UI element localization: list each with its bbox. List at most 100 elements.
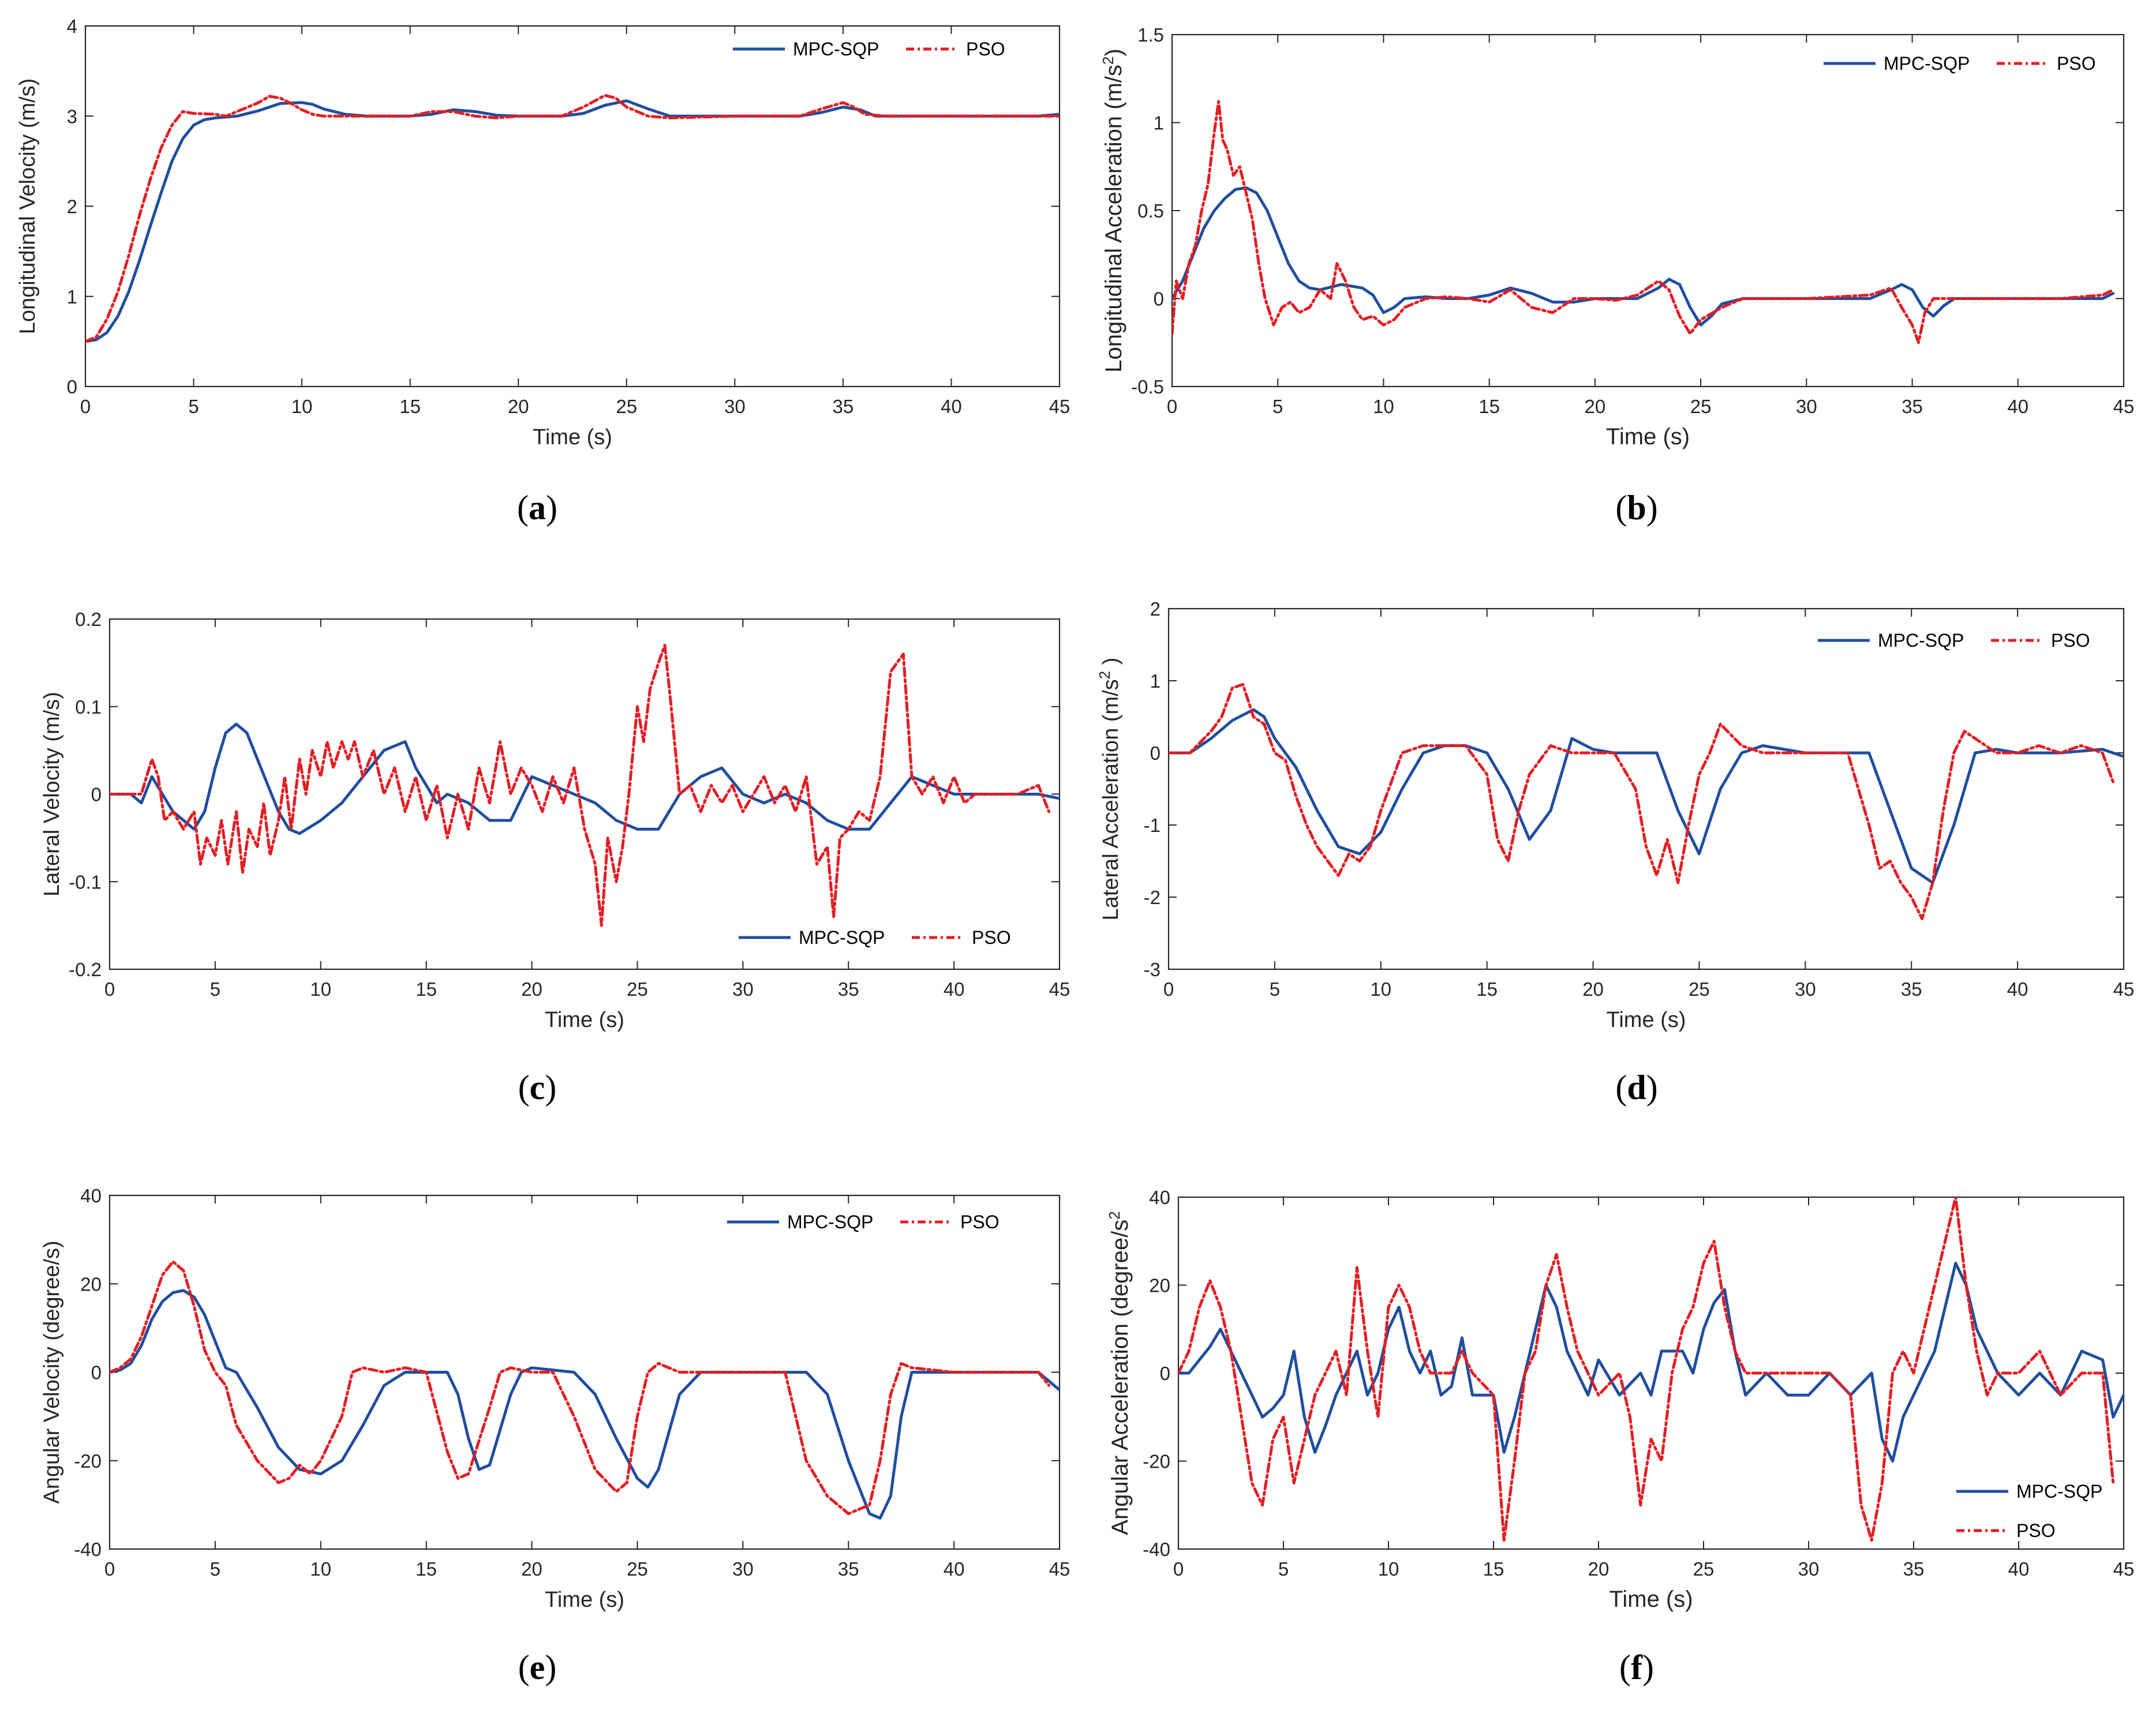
series-line-mpc-sqp (110, 722, 1060, 835)
y-tick-label: -1 (1144, 815, 1161, 836)
legend-label: MPC-SQP (1884, 53, 1970, 74)
plot-frame (1167, 608, 2125, 970)
legend-item-pso: PSO (912, 927, 1011, 948)
y-tick-label: -0.2 (69, 959, 102, 980)
x-tick-label: 0 (104, 1558, 115, 1580)
x-tick-label: 10 (310, 978, 331, 1000)
legend-item-mpc-sqp: MPC-SQP (739, 927, 885, 948)
y-tick-label: 0.5 (1137, 200, 1164, 222)
x-tick-label: 30 (1795, 978, 1816, 1000)
caption-close-paren: ) (1646, 1068, 1658, 1107)
x-axis-title: Time (s) (1606, 424, 1690, 449)
y-tick-label: 20 (1149, 1275, 1170, 1296)
series-line-pso (1172, 100, 2115, 344)
x-tick-label: 10 (1370, 978, 1391, 1000)
y-tick-label: 20 (80, 1273, 102, 1295)
x-tick-label: 30 (1798, 1558, 1820, 1580)
x-tick-label: 15 (416, 978, 437, 1000)
caption-close-paren: ) (546, 489, 557, 527)
x-tick-label: 25 (627, 978, 648, 1000)
legend-label: PSO (2051, 630, 2090, 651)
y-tick-label: 1 (67, 286, 77, 308)
legend-label: PSO (2057, 53, 2096, 74)
series-line-pso (1178, 1197, 2115, 1542)
x-tick-label: 20 (521, 1558, 542, 1580)
x-tick-label: 0 (1173, 1558, 1184, 1580)
x-tick-label: 40 (941, 396, 962, 417)
legend-item-pso: PSO (1956, 1520, 2056, 1541)
x-tick-label: 45 (1049, 978, 1070, 1000)
legend-item-mpc-sqp: MPC-SQP (1956, 1481, 2102, 1502)
x-tick-label: 30 (724, 396, 746, 417)
chart-panel-a: 0 5 10 15 20 25 30 35 40 45 0 1 2 3 4 Time (s) Longitudi… (16, 16, 1070, 527)
legend-label: MPC-SQP (2016, 1481, 2102, 1502)
y-axis-title-base: Longitudinal Acceleration (m/s (1101, 65, 1126, 373)
y-tick-label: 4 (67, 16, 77, 37)
caption-open-paren: ( (1619, 1648, 1631, 1686)
chart-panel-e: 0 5 10 15 20 25 30 35 40 45 -40 -20 0 20 40 Time (s) Ang… (40, 1185, 1070, 1686)
x-tick-label: 40 (2007, 396, 2028, 417)
panel-caption: (a) (517, 489, 557, 527)
y-axis-title-sup: 2 (1106, 1211, 1123, 1219)
panel-caption: (c) (518, 1068, 557, 1107)
series-group (110, 644, 1060, 927)
x-tick-label: 45 (1049, 1558, 1070, 1580)
series-group (110, 1260, 1060, 1520)
x-tick-label: 5 (188, 396, 199, 417)
x-tick-label: 45 (1049, 396, 1070, 417)
x-axis-title: Time (s) (1607, 1008, 1686, 1032)
chart-panel-f: 0 5 10 15 20 25 30 35 40 45 -40 -20 0 20 40 Time (s) Ang… (1106, 1187, 2134, 1686)
y-tick-label: 3 (67, 106, 77, 127)
y-axis-title-sup: 2 (1096, 671, 1113, 679)
x-tick-label: 30 (732, 978, 754, 1000)
x-tick-label: 35 (833, 396, 854, 417)
legend: MPC-SQP PSO (1818, 630, 2090, 651)
legend-item-mpc-sqp: MPC-SQP (727, 1212, 873, 1232)
y-axis-title-base: Lateral Acceleration (m/s (1099, 679, 1123, 920)
y-tick-label: -20 (1143, 1451, 1170, 1472)
x-tick-label: 0 (1167, 396, 1177, 417)
y-tick-label: 1 (1150, 670, 1161, 692)
caption-open-paren: ( (1615, 1068, 1627, 1107)
y-tick-label: 0 (91, 1362, 102, 1383)
caption-close-paren: ) (545, 1648, 556, 1686)
legend-item-mpc-sqp: MPC-SQP (1818, 630, 1964, 651)
legend-label: MPC-SQP (787, 1212, 873, 1232)
x-tick-label: 10 (1373, 396, 1394, 417)
y-tick-label: -40 (1143, 1539, 1170, 1560)
caption-close-paren: ) (1642, 1648, 1654, 1686)
x-tick-label: 25 (616, 396, 637, 417)
series-group (1169, 683, 2124, 920)
panel-caption: (d) (1615, 1068, 1657, 1107)
x-tick-label: 10 (310, 1558, 331, 1580)
series-line-pso (110, 1260, 1051, 1516)
caption-letter: c (530, 1068, 545, 1107)
x-tick-label: 15 (1478, 396, 1500, 417)
legend-label: PSO (966, 39, 1005, 59)
x-tick-label: 40 (944, 1558, 965, 1580)
legend: MPC-SQP PSO (1956, 1481, 2102, 1541)
x-axis-title: Time (s) (545, 1588, 624, 1612)
x-tick-label: 35 (1903, 1558, 1925, 1580)
x-tick-label: 20 (1582, 978, 1604, 1000)
x-tick-label: 10 (291, 396, 313, 417)
x-tick-label: 45 (2113, 978, 2135, 1000)
y-axis-title-tail: ) (1099, 658, 1123, 671)
x-axis-title: Time (s) (1609, 1587, 1693, 1612)
legend: MPC-SQP PSO (733, 39, 1005, 59)
y-tick-label: 2 (1150, 598, 1161, 620)
legend: MPC-SQP PSO (727, 1212, 1000, 1232)
legend-item-pso: PSO (1991, 630, 2090, 651)
x-tick-label: 45 (2113, 1558, 2135, 1580)
y-axis-title: Angular Acceleration (degree/s2 (1106, 1211, 1133, 1535)
legend-label: PSO (2016, 1520, 2056, 1541)
x-tick-label: 5 (210, 1558, 220, 1580)
y-tick-label: 0 (1150, 743, 1161, 764)
panel-caption: (b) (1615, 489, 1657, 527)
x-tick-label: 25 (1693, 1558, 1715, 1580)
y-tick-label: -0.5 (1131, 376, 1164, 398)
x-tick-label: 5 (1278, 1558, 1289, 1580)
x-tick-label: 15 (416, 1558, 437, 1580)
